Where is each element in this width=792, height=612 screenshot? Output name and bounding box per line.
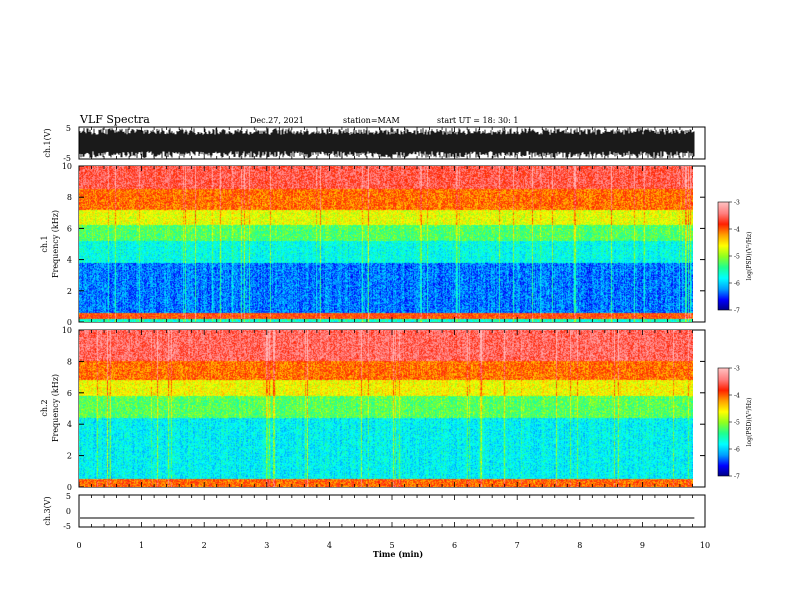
ch1-spectrogram-ytick-label: 0 — [67, 318, 72, 327]
ch2-spectrogram-ytick-label: 4 — [67, 420, 72, 429]
time-tick-label: 3 — [264, 541, 269, 550]
ch1-spectrogram-panel: 0 2 4 6 8 10 ch.1 Frequency (kHz) — [40, 162, 706, 327]
time-tick-label: 2 — [202, 541, 207, 550]
time-tick-label: 10 — [700, 541, 710, 550]
ch2-colorbar-tick-label: -4 — [734, 393, 740, 400]
ch2-colorbar-ticks: -3 -4 -5 -6 -7 — [729, 366, 740, 481]
ch1-colorbar-tick-label: -4 — [734, 227, 740, 234]
ch2-spectrogram-image — [79, 330, 693, 487]
time-tick-label: 1 — [139, 541, 144, 550]
ch1-spectrogram-ylabel-1: ch.1 — [40, 235, 49, 252]
ch1-colorbar: -3 -4 -5 -6 -7 log(PSD)(V²/Hz) — [717, 200, 753, 315]
date-label: Dec.27, 2021 — [250, 116, 304, 125]
ch2-colorbar-tick-label: -7 — [734, 474, 740, 481]
time-axis-label: Time (min) — [373, 549, 423, 559]
ch1-spectrogram-yticks: 0 2 4 6 8 10 — [62, 162, 705, 327]
start-time-label: start UT = 18: 30: 1 — [437, 116, 518, 125]
ch1-colorbar-ticks: -3 -4 -5 -6 -7 — [729, 200, 740, 315]
ch1-spectrogram-ytick-label: 10 — [62, 162, 72, 171]
ch2-colorbar-label: log(PSD)(V²/Hz) — [746, 398, 753, 447]
ch2-spectrogram-ylabel-1: ch.2 — [40, 399, 49, 416]
time-axis-ticks — [78, 127, 706, 527]
ch2-colorbar-gradient — [718, 368, 729, 476]
ch1-spectrogram-ytick-label: 2 — [67, 287, 72, 296]
time-tick-label: 9 — [640, 541, 645, 550]
ch1-colorbar-label: log(PSD)(V²/Hz) — [746, 232, 753, 281]
ch3-ytick-bottom: -5 — [63, 522, 71, 531]
ch2-spectrogram-ylabel-2: Frequency (kHz) — [51, 374, 60, 442]
ch1-waveform-panel: 5 -5 ch.1(V) — [43, 124, 706, 163]
ch1-colorbar-tick-label: -6 — [734, 281, 740, 288]
ch1-waveform-path — [79, 128, 695, 158]
ch2-spectrogram-yticks: 0 2 4 6 8 10 — [62, 326, 705, 492]
ch3-ytick-top: 5 — [66, 492, 71, 501]
ch2-spectrogram-ytick-label: 6 — [67, 389, 72, 398]
ch1-spectrogram-ytick-label: 4 — [67, 256, 72, 265]
station-label: station=MAM — [343, 116, 400, 125]
ch2-spectrogram-panel: 0 2 4 6 8 10 ch.2 Frequency (kHz) — [40, 326, 706, 492]
ch1-spectrogram-ytick-label: 6 — [67, 224, 72, 233]
ch1-colorbar-tick-label: -5 — [734, 254, 740, 261]
ch2-colorbar-tick-label: -3 — [734, 366, 740, 373]
time-tick-label: 4 — [327, 541, 332, 550]
time-tick-label: 7 — [515, 541, 520, 550]
ch3-waveform-ylabel: ch.3(V) — [43, 496, 52, 525]
ch2-colorbar-tick-label: -5 — [734, 420, 740, 427]
ch2-spectrogram-ytick-label: 10 — [62, 326, 72, 335]
ch2-spectrogram-ytick-label: 8 — [67, 357, 72, 366]
figure-title: VLF Spectra — [79, 113, 150, 126]
time-tick-label: 6 — [452, 541, 457, 550]
ch1-spectrogram-ytick-label: 8 — [67, 193, 72, 202]
ch2-spectrogram-ytick-label: 2 — [67, 452, 72, 461]
time-tick-label: 0 — [76, 541, 81, 550]
ch1-ytick-bottom: -5 — [63, 154, 71, 163]
ch2-spectrogram-ytick-label: 0 — [67, 483, 72, 492]
ch1-ytick-top: 5 — [66, 124, 71, 133]
time-tick-label: 5 — [389, 541, 394, 550]
ch3-ytick-mid: 0 — [66, 507, 71, 516]
ch2-colorbar-tick-label: -6 — [734, 447, 740, 454]
ch1-waveform-ylabel: ch.1(V) — [43, 128, 52, 157]
ch1-colorbar-tick-label: -3 — [734, 200, 740, 207]
ch3-waveform-panel: 5 0 -5 ch.3(V) — [43, 492, 706, 531]
ch1-spectrogram-ylabel-2: Frequency (kHz) — [51, 210, 60, 278]
ch1-colorbar-tick-label: -7 — [734, 308, 740, 315]
time-axis-tick-labels: 0 1 2 3 4 5 6 7 8 9 10 — [76, 541, 710, 550]
ch2-colorbar: -3 -4 -5 -6 -7 log(PSD)(V²/Hz) — [717, 366, 753, 481]
ch1-spectrogram-image — [79, 166, 693, 322]
ch1-colorbar-gradient — [718, 202, 729, 310]
ch1-waveform-trace — [79, 128, 695, 158]
time-tick-label: 8 — [577, 541, 582, 550]
